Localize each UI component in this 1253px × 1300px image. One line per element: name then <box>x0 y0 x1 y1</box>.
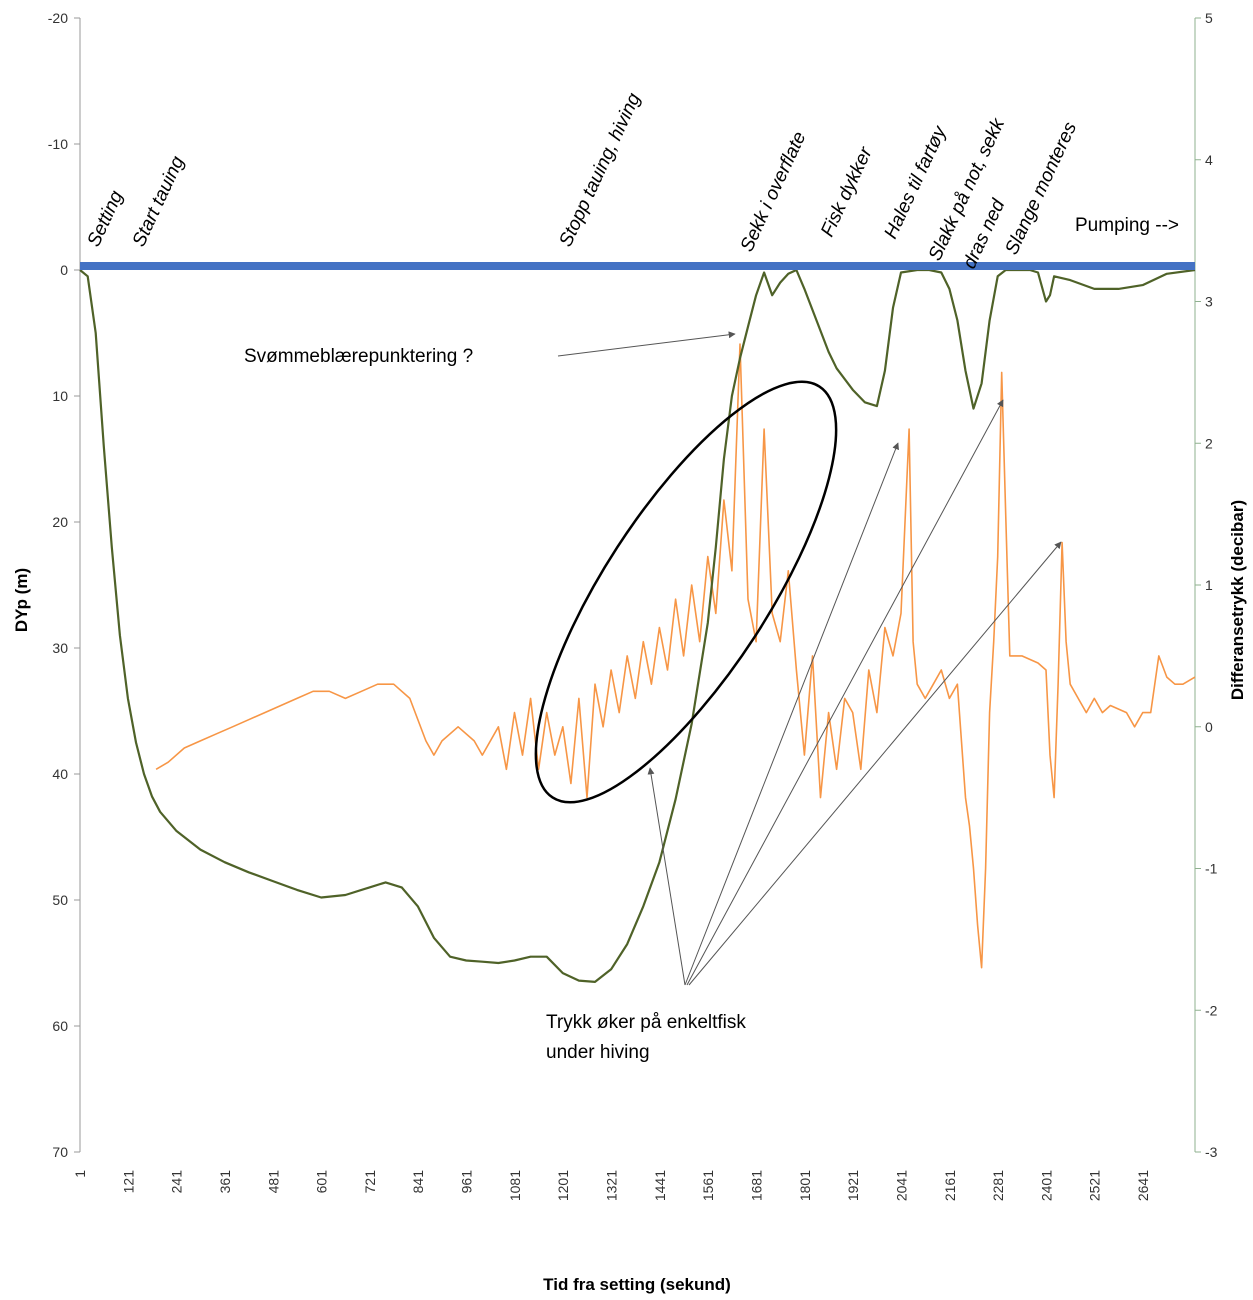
x-axis-title: Tid fra setting (sekund) <box>543 1275 731 1294</box>
hiving-highlight-ellipse <box>534 380 838 804</box>
pressure-arrow-1 <box>647 767 686 986</box>
x-tick-label: 481 <box>265 1170 281 1194</box>
event-label: Start tauing <box>129 153 189 250</box>
event-label: Slange monteres <box>1001 119 1081 259</box>
pressure-series-line <box>155 343 1196 969</box>
y-right-tick-label: 4 <box>1205 152 1213 168</box>
x-tick-label: 2041 <box>893 1170 909 1201</box>
x-tick-label: 2521 <box>1087 1170 1103 1201</box>
x-tick-label: 1081 <box>507 1170 523 1201</box>
right-tick-group: 5 4 3 2 1 0 -1 -2 -3 <box>1195 10 1218 1160</box>
y-left-tick-label: 50 <box>52 892 68 908</box>
x-tick-label: 1321 <box>604 1170 620 1201</box>
event-label: Sekk i overflate <box>737 129 811 256</box>
x-tick-group: 1 121 241 361 481 601 721 841 961 1081 1201 1321 144… <box>72 1170 1151 1201</box>
x-tick-label: 721 <box>362 1170 378 1194</box>
y-right-tick-label: -3 <box>1205 1144 1218 1160</box>
pressure-arrow-2 <box>684 442 899 986</box>
x-tick-label: 1441 <box>652 1170 668 1201</box>
x-tick-label: 1681 <box>748 1170 764 1201</box>
pressure-arrow-4 <box>688 541 1062 986</box>
depth-series-line <box>79 268 1196 983</box>
x-tick-label: 361 <box>217 1170 233 1194</box>
y-left-tick-label: 20 <box>52 514 68 530</box>
y-right-tick-label: 1 <box>1205 577 1213 593</box>
y-left-tick-label: -20 <box>48 10 68 26</box>
y-right-tick-label: 0 <box>1205 719 1213 735</box>
swimbladder-annotation: Svømmeblærepunktering ? <box>244 346 473 367</box>
pumping-annotation: Pumping --> <box>1075 215 1179 236</box>
x-tick-label: 2161 <box>942 1170 958 1201</box>
event-label: Stopp tauing, hiving <box>555 90 645 251</box>
event-label-group: Setting Start tauing Stopp tauing, hiving S… <box>83 90 1081 273</box>
x-tick-label: 1201 <box>555 1170 571 1201</box>
y-left-tick-label: 30 <box>52 640 68 656</box>
y-left-tick-label: 60 <box>52 1018 68 1034</box>
y-right-tick-label: 5 <box>1205 10 1213 26</box>
x-tick-label: 1921 <box>845 1170 861 1201</box>
x-tick-label: 2401 <box>1038 1170 1054 1201</box>
x-tick-label: 1561 <box>700 1170 716 1201</box>
y-left-tick-label: 0 <box>60 262 68 278</box>
pressure-annotation-line2: under hiving <box>546 1042 650 1063</box>
x-tick-label: 601 <box>314 1170 330 1194</box>
x-tick-label: 961 <box>459 1170 475 1194</box>
x-tick-label: 2281 <box>990 1170 1006 1201</box>
y-right-axis-title: Differansetrykk (decibar) <box>1228 500 1247 700</box>
y-right-tick-label: -2 <box>1205 1002 1218 1018</box>
x-tick-label: 241 <box>169 1170 185 1194</box>
pressure-arrow-3 <box>686 399 1004 986</box>
y-left-tick-label: -10 <box>48 136 68 152</box>
pressure-annotation-line1: Trykk øker på enkeltfisk <box>546 1012 746 1033</box>
y-right-tick-label: 3 <box>1205 294 1213 310</box>
swimbladder-arrow <box>557 331 736 357</box>
x-tick-label: 841 <box>410 1170 426 1194</box>
y-left-tick-label: 40 <box>52 766 68 782</box>
y-left-tick-label: 10 <box>52 388 68 404</box>
y-right-tick-label: 2 <box>1205 435 1213 451</box>
x-tick-label: 2641 <box>1135 1170 1151 1201</box>
y-left-axis-title: DYp (m) <box>12 568 31 632</box>
x-tick-label: 121 <box>120 1170 136 1194</box>
event-label: Setting <box>83 187 127 250</box>
y-left-tick-label: 70 <box>52 1144 68 1160</box>
x-tick-label: 1801 <box>797 1170 813 1201</box>
left-tick-group: -20 -10 0 10 20 30 40 50 60 70 <box>48 10 80 1160</box>
x-tick-label: 1 <box>72 1170 88 1178</box>
y-right-tick-label: -1 <box>1205 861 1218 877</box>
event-label: Fisk dykker <box>817 144 877 241</box>
